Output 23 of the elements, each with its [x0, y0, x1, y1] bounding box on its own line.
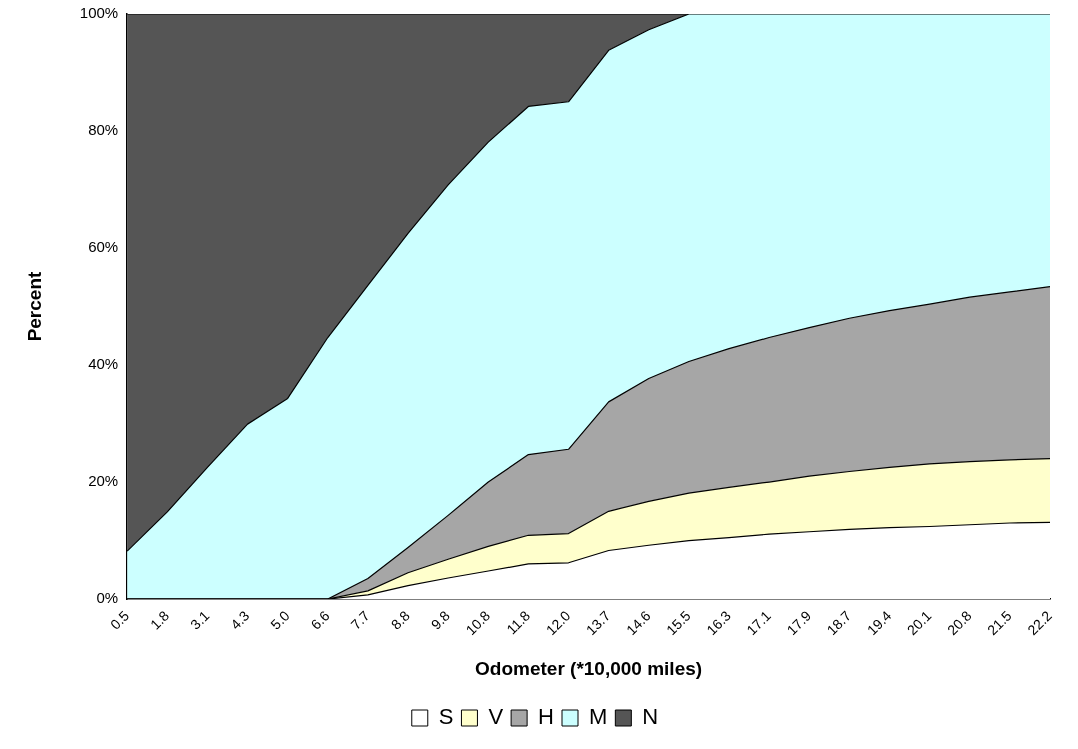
- y-tick-label: 60%: [88, 238, 119, 256]
- x-tick-label: 1.8: [147, 607, 173, 633]
- x-axis-title: Odometer (*10,000 miles): [475, 657, 703, 679]
- legend-label: M: [589, 704, 608, 730]
- y-axis-title: Percent: [23, 271, 45, 342]
- x-tick-label: 0.5: [106, 607, 133, 633]
- x-tick-label: 3.1: [187, 607, 213, 633]
- x-tick-label: 4.3: [227, 607, 253, 633]
- y-tick-label: 80%: [88, 121, 119, 139]
- legend-label: N: [642, 704, 659, 730]
- legend-label: H: [538, 704, 555, 730]
- y-tick-label: 100%: [79, 4, 119, 22]
- legend-label: V: [488, 704, 504, 730]
- legend-label: S: [438, 704, 454, 730]
- x-tick-label: 17.1: [743, 607, 775, 639]
- x-tick-label: 8.8: [387, 607, 414, 633]
- x-tick-label: 7.7: [347, 607, 373, 633]
- y-tick-label: 20%: [88, 472, 119, 490]
- x-tick-label: 5.0: [267, 607, 293, 633]
- x-tick-label: 9.8: [427, 607, 454, 633]
- y-tick-label: 0%: [96, 589, 119, 607]
- x-tick-label: 6.6: [307, 607, 333, 633]
- y-tick-label: 40%: [88, 355, 119, 373]
